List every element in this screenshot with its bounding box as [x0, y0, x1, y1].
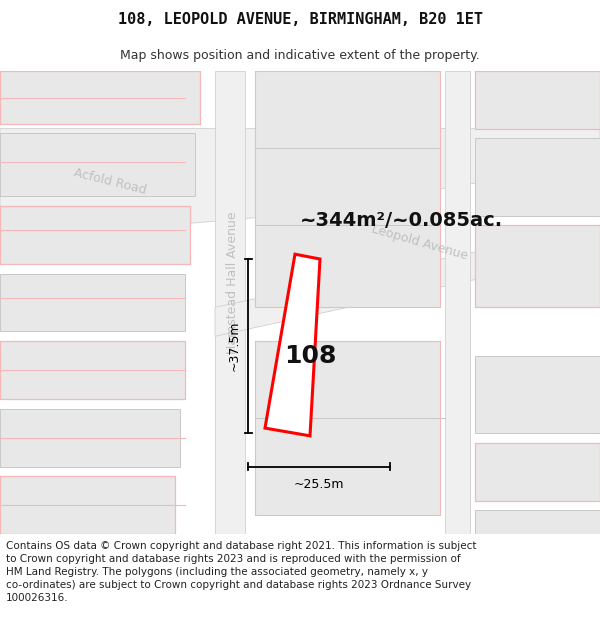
Polygon shape [0, 71, 200, 124]
Polygon shape [255, 341, 440, 515]
Polygon shape [445, 71, 470, 534]
Text: ~344m²/~0.085ac.: ~344m²/~0.085ac. [300, 211, 503, 230]
Text: Hamstead Hall Avenue: Hamstead Hall Avenue [226, 212, 239, 354]
Polygon shape [0, 274, 185, 331]
Polygon shape [215, 71, 245, 534]
Polygon shape [215, 225, 600, 336]
Polygon shape [475, 442, 600, 501]
Polygon shape [475, 356, 600, 433]
Polygon shape [0, 206, 190, 264]
Polygon shape [0, 133, 195, 196]
Text: 108: 108 [284, 344, 336, 367]
Polygon shape [0, 129, 600, 240]
Text: Leopold Avenue: Leopold Avenue [370, 222, 470, 262]
Text: Map shows position and indicative extent of the property.: Map shows position and indicative extent… [120, 49, 480, 62]
Polygon shape [475, 138, 600, 216]
Polygon shape [475, 225, 600, 308]
Text: ~25.5m: ~25.5m [294, 478, 344, 491]
Polygon shape [0, 476, 175, 534]
Polygon shape [255, 71, 440, 308]
Text: ~37.5m: ~37.5m [227, 321, 241, 371]
Polygon shape [265, 254, 320, 436]
Text: Contains OS data © Crown copyright and database right 2021. This information is : Contains OS data © Crown copyright and d… [6, 541, 476, 603]
Polygon shape [0, 341, 185, 399]
Polygon shape [475, 510, 600, 534]
Polygon shape [0, 409, 180, 467]
Polygon shape [475, 71, 600, 129]
Text: Acfold Road: Acfold Road [72, 166, 148, 197]
Text: 108, LEOPOLD AVENUE, BIRMINGHAM, B20 1ET: 108, LEOPOLD AVENUE, BIRMINGHAM, B20 1ET [118, 12, 482, 28]
